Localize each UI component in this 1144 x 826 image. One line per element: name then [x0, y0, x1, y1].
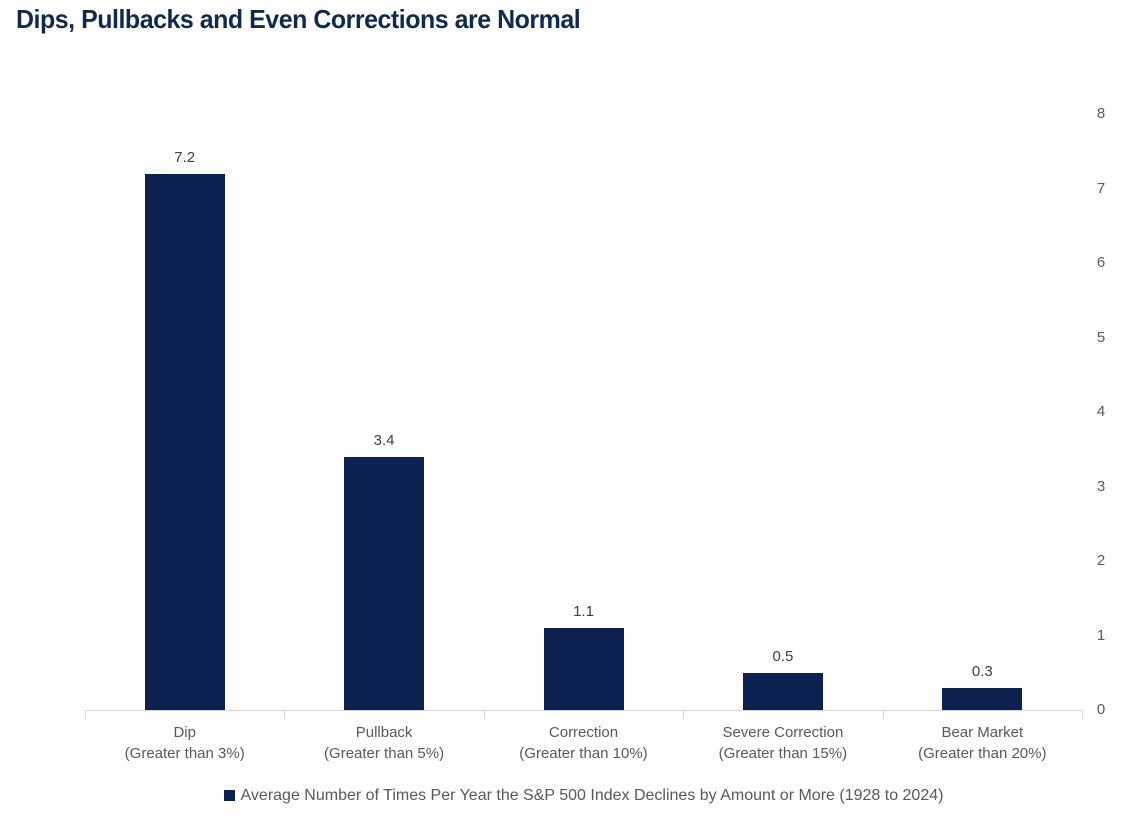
chart-title: Dips, Pullbacks and Even Corrections are… [16, 4, 581, 34]
x-axis-tick [483, 711, 485, 719]
bar [144, 173, 225, 710]
x-axis-category-label: Severe Correction (Greater than 15%) [683, 722, 882, 764]
x-axis-category-label: Bear Market (Greater than 20%) [883, 722, 1082, 764]
bar-value-label: 0.5 [772, 647, 794, 665]
bar-value-label: 3.4 [373, 431, 395, 449]
y-axis-tick-label: 7 [1096, 179, 1106, 197]
y-axis-tick-label: 2 [1096, 552, 1106, 569]
x-axis-tick [683, 711, 685, 719]
bar [543, 628, 624, 710]
x-axis-tick [882, 711, 884, 719]
x-axis-tick [1082, 711, 1083, 719]
bar [742, 672, 823, 710]
legend-square-icon [223, 790, 235, 801]
y-axis-tick-label: 5 [1096, 328, 1106, 346]
category-label-line1: Severe Correction [722, 724, 844, 741]
category-label-line2: (Greater than 3%) [124, 745, 245, 762]
category-label-line2: (Greater than 15%) [718, 745, 848, 762]
category-label-line1: Dip [173, 724, 196, 741]
category-label-line2: (Greater than 20%) [918, 745, 1047, 762]
y-axis-tick-label: 3 [1096, 477, 1106, 495]
x-axis-category-label: Dip (Greater than 3%) [85, 722, 284, 764]
bar [344, 456, 425, 710]
bar [942, 687, 1023, 710]
category-label-line2: (Greater than 5%) [324, 745, 445, 762]
y-axis-tick-label: 6 [1096, 254, 1106, 271]
y-axis-tick-label: 0 [1096, 701, 1106, 718]
bar-value-label: 7.2 [174, 148, 196, 166]
y-axis-tick-label: 8 [1096, 105, 1106, 122]
x-axis-category-label: Correction (Greater than 10%) [484, 722, 683, 764]
x-axis-category-label: Pullback (Greater than 5%) [284, 722, 483, 764]
y-axis-tick-label: 1 [1096, 626, 1106, 644]
category-label-line1: Bear Market [941, 724, 1024, 741]
y-axis-tick-label: 4 [1096, 403, 1106, 420]
category-label-line2: (Greater than 10%) [519, 745, 648, 762]
category-label-line1: Correction [548, 724, 619, 741]
bar-value-label: 1.1 [573, 603, 594, 621]
x-axis-tick [85, 711, 86, 719]
legend-label: Average Number of Times Per Year the S&P… [240, 787, 944, 804]
category-label-line1: Pullback [355, 724, 413, 741]
x-axis-tick [284, 711, 286, 719]
chart-legend: Average Number of Times Per Year the S&P… [85, 785, 1082, 806]
x-axis-line [85, 710, 1082, 711]
bar-value-label: 0.3 [971, 662, 993, 680]
